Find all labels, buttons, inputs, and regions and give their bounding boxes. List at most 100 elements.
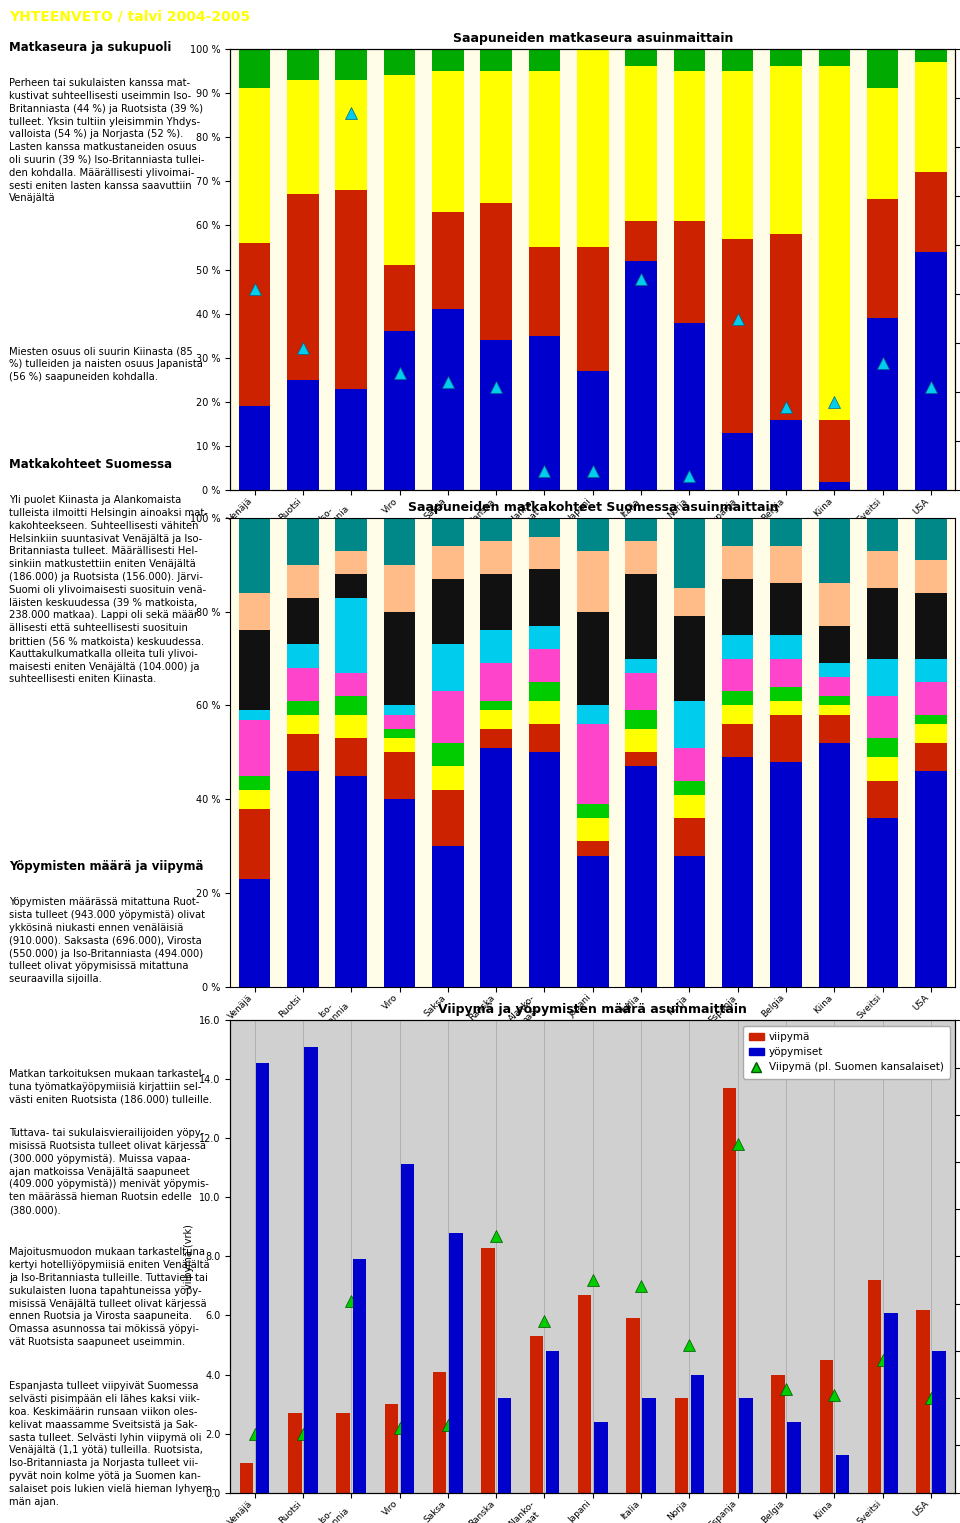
Bar xyxy=(432,847,464,987)
Text: Yöpymisten määrä ja viipymä: Yöpymisten määrä ja viipymä xyxy=(9,860,204,873)
Bar xyxy=(770,658,802,687)
Bar xyxy=(335,673,367,696)
Bar xyxy=(674,818,706,856)
Legend: Pääkaupunkiseutu, Uusimaa +Kymenlaakso, Länsi-Suomi +Pohjanmaa, Häme +Keski-Suom: Pääkaupunkiseutu, Uusimaa +Kymenlaakso, … xyxy=(235,1101,594,1147)
Bar xyxy=(384,332,416,490)
Bar xyxy=(335,739,367,775)
Bar xyxy=(529,536,561,570)
Bar xyxy=(691,1374,705,1493)
Bar xyxy=(915,743,947,771)
Bar xyxy=(432,518,464,545)
Bar xyxy=(480,204,512,340)
Bar xyxy=(770,235,802,420)
Bar xyxy=(770,687,802,701)
Bar xyxy=(787,1422,801,1493)
Bar xyxy=(867,551,899,588)
Bar xyxy=(384,565,416,612)
Bar xyxy=(529,518,561,536)
Bar xyxy=(577,612,609,705)
Text: Tuttava- tai sukulaisvierailijoiden yöpy-
misissä Ruotsista tulleet olivat kärje: Tuttava- tai sukulaisvierailijoiden yöpy… xyxy=(9,1129,209,1215)
Bar xyxy=(770,635,802,658)
Bar xyxy=(432,309,464,490)
Bar xyxy=(722,433,754,490)
Bar xyxy=(739,1398,753,1493)
Bar xyxy=(625,766,657,987)
Bar xyxy=(239,518,271,592)
Bar xyxy=(819,743,851,987)
Bar xyxy=(867,88,899,200)
Bar xyxy=(867,49,899,88)
Bar xyxy=(722,635,754,658)
Bar xyxy=(770,583,802,635)
Bar xyxy=(384,714,416,730)
Title: Saapuneiden matkakohteet Suomessa asuinmaittain: Saapuneiden matkakohteet Suomessa asuinm… xyxy=(408,501,778,513)
Bar xyxy=(674,323,706,490)
Text: YHTEENVETO / talvi 2004-2005: YHTEENVETO / talvi 2004-2005 xyxy=(10,9,251,24)
Bar xyxy=(915,771,947,987)
Bar xyxy=(385,1404,398,1493)
Bar xyxy=(529,649,561,682)
Text: Perheen tai sukulaisten kanssa mat-
kustivat suhteellisesti useimmin Iso-
Britan: Perheen tai sukulaisten kanssa mat- kust… xyxy=(9,78,204,204)
Bar xyxy=(819,705,851,714)
Bar xyxy=(867,200,899,318)
Bar xyxy=(480,730,512,748)
Bar xyxy=(577,49,609,248)
Bar xyxy=(432,691,464,743)
Bar xyxy=(433,1372,446,1493)
Bar xyxy=(577,248,609,372)
Bar xyxy=(239,775,271,790)
Text: Miesten osuus oli suurin Kiinasta (85
%) tulleiden ja naisten osuus Japanista
(5: Miesten osuus oli suurin Kiinasta (85 %)… xyxy=(9,346,203,382)
Bar xyxy=(674,748,706,780)
Bar xyxy=(480,518,512,541)
Bar xyxy=(722,72,754,239)
Bar xyxy=(625,260,657,490)
Bar xyxy=(674,795,706,818)
Bar xyxy=(480,710,512,730)
Bar xyxy=(722,658,754,691)
Bar xyxy=(675,1398,688,1493)
Bar xyxy=(335,388,367,490)
Bar xyxy=(529,682,561,701)
Legend: viipymä, yöpymiset, Viipymä (pl. Suomen kansalaiset): viipymä, yöpymiset, Viipymä (pl. Suomen … xyxy=(743,1025,950,1078)
Bar xyxy=(625,730,657,752)
Text: 5: 5 xyxy=(933,8,947,26)
Bar xyxy=(239,631,271,710)
Bar xyxy=(287,565,319,597)
Bar xyxy=(819,626,851,663)
Bar xyxy=(239,879,271,987)
Bar xyxy=(335,49,367,79)
Bar xyxy=(287,701,319,714)
Bar xyxy=(335,714,367,739)
Bar xyxy=(932,1351,946,1493)
Bar xyxy=(915,560,947,592)
Bar xyxy=(625,67,657,221)
Bar xyxy=(723,1089,736,1493)
Bar xyxy=(529,626,561,649)
Bar xyxy=(915,62,947,172)
Bar xyxy=(770,518,802,545)
Bar xyxy=(770,762,802,987)
Bar xyxy=(480,49,512,72)
Bar xyxy=(594,1422,608,1493)
Bar xyxy=(287,597,319,644)
Bar xyxy=(868,1279,881,1493)
Bar xyxy=(819,518,851,583)
Bar xyxy=(915,251,947,490)
Text: Matkan tarkoituksen mukaan tarkastel-
tuna työmatkaÿöpymiisiä kirjattiin sel-
vä: Matkan tarkoituksen mukaan tarkastel- tu… xyxy=(9,1069,212,1104)
Bar xyxy=(578,1295,591,1493)
Bar xyxy=(287,381,319,490)
Bar xyxy=(867,318,899,490)
Bar xyxy=(384,705,416,714)
Bar xyxy=(432,545,464,579)
Bar xyxy=(529,725,561,752)
Bar xyxy=(577,818,609,842)
Bar xyxy=(674,701,706,748)
Bar xyxy=(771,1374,784,1493)
Bar xyxy=(674,49,706,72)
Bar xyxy=(239,710,271,719)
Bar xyxy=(480,574,512,631)
Bar xyxy=(287,644,319,669)
Bar xyxy=(722,579,754,635)
Bar xyxy=(915,592,947,658)
Bar xyxy=(770,545,802,583)
